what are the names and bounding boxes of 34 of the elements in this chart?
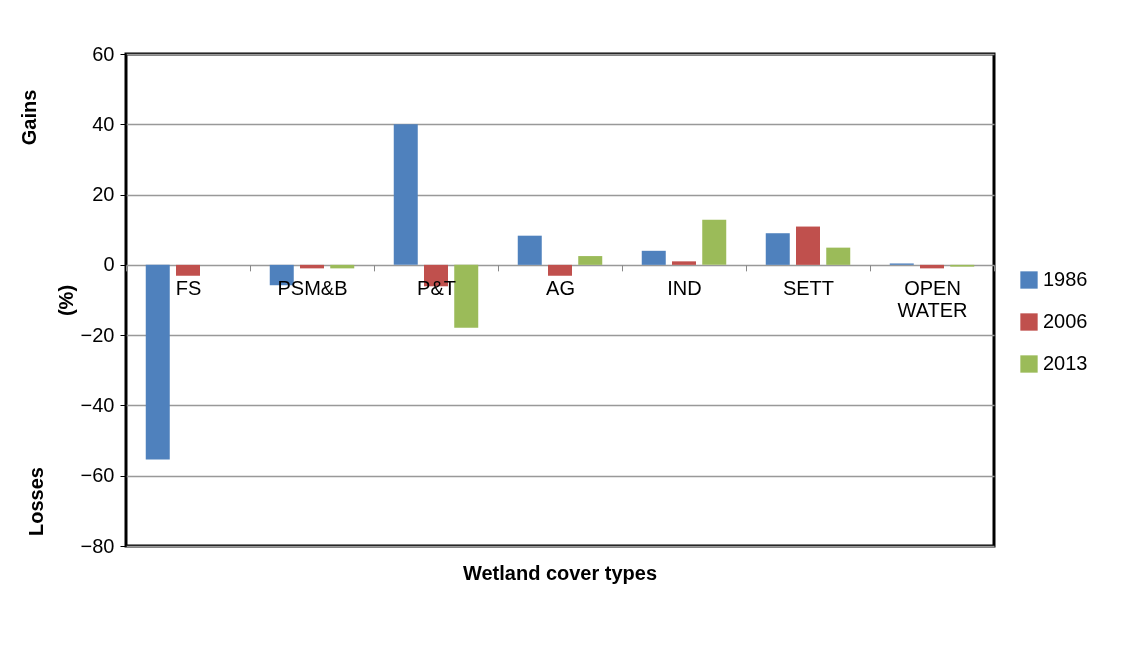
- x-tick-label: OPEN WATER: [897, 277, 968, 322]
- bar: [517, 235, 542, 265]
- y-tick-label: −80: [80, 534, 115, 557]
- text: Gains: [18, 89, 42, 146]
- x-tick-label: IND: [667, 277, 702, 300]
- bar: [641, 250, 666, 265]
- bar: [176, 264, 200, 276]
- bar: [145, 264, 170, 460]
- bar: [826, 247, 851, 265]
- bar: [454, 264, 479, 328]
- bar: [672, 261, 696, 265]
- x-tick-label: PSM&B: [277, 277, 348, 300]
- legend-label: 2013: [1043, 352, 1088, 374]
- legend-label: 2006: [1043, 310, 1088, 332]
- bar: [702, 219, 727, 265]
- y-tick-label: −40: [80, 393, 115, 416]
- legend-label: 1986: [1043, 268, 1088, 290]
- x-tick-label: SETT: [782, 277, 835, 300]
- y-tick-label: 60: [92, 42, 115, 65]
- text: Losses: [24, 467, 48, 536]
- bar: [393, 124, 418, 265]
- bar: [578, 256, 603, 265]
- bar: [796, 226, 820, 265]
- y-tick-label: −60: [80, 464, 115, 487]
- x-tick-label: FS: [175, 277, 202, 300]
- bar: [765, 233, 790, 265]
- y-axis-title: (%): [54, 284, 77, 317]
- x-tick-label: AG: [546, 277, 575, 300]
- x-axis-title: Wetland cover types: [462, 562, 658, 584]
- y-tick-label: 0: [103, 253, 115, 276]
- y-tick-label: 20: [92, 183, 115, 206]
- y-tick-label: 40: [92, 112, 115, 135]
- y-tick-label: −20: [80, 323, 115, 346]
- bar: [548, 264, 572, 276]
